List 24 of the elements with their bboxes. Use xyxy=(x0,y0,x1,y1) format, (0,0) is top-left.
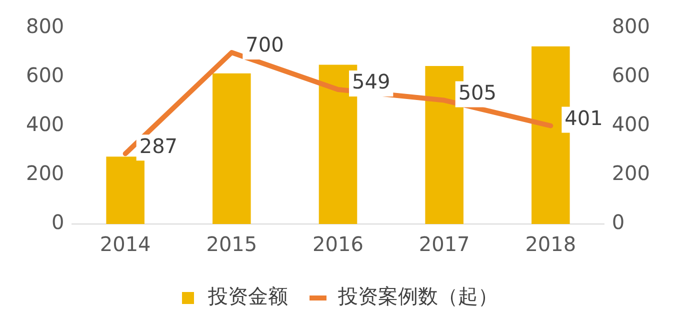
y2-tick-label: 200 xyxy=(612,161,650,186)
y-tick-label: 0 xyxy=(51,210,64,234)
data-label: 549 xyxy=(352,70,390,94)
x-tick-label: 2017 xyxy=(418,232,470,256)
bar xyxy=(106,156,144,224)
data-label: 505 xyxy=(458,80,497,104)
data-label: 700 xyxy=(246,32,284,57)
bar xyxy=(212,73,251,224)
y2-tick-label: 400 xyxy=(612,112,650,136)
data-label: 287 xyxy=(139,134,178,158)
x-tick-label: 2015 xyxy=(206,232,258,256)
legend-label: 投资案例数（起） xyxy=(337,284,498,308)
y-tick-label: 200 xyxy=(26,161,64,186)
x-tick-label: 2016 xyxy=(312,232,364,256)
y-tick-label: 600 xyxy=(26,63,64,88)
data-label: 401 xyxy=(564,106,603,130)
legend-label: 投资金额 xyxy=(207,284,288,308)
y2-tick-label: 0 xyxy=(612,210,625,234)
y2-tick-label: 800 xyxy=(612,14,650,38)
y-tick-label: 800 xyxy=(26,14,64,38)
y-tick-label: 400 xyxy=(26,112,64,136)
x-tick-label: 2014 xyxy=(100,232,151,256)
y2-tick-label: 600 xyxy=(612,63,650,88)
x-tick-label: 2018 xyxy=(525,232,576,256)
